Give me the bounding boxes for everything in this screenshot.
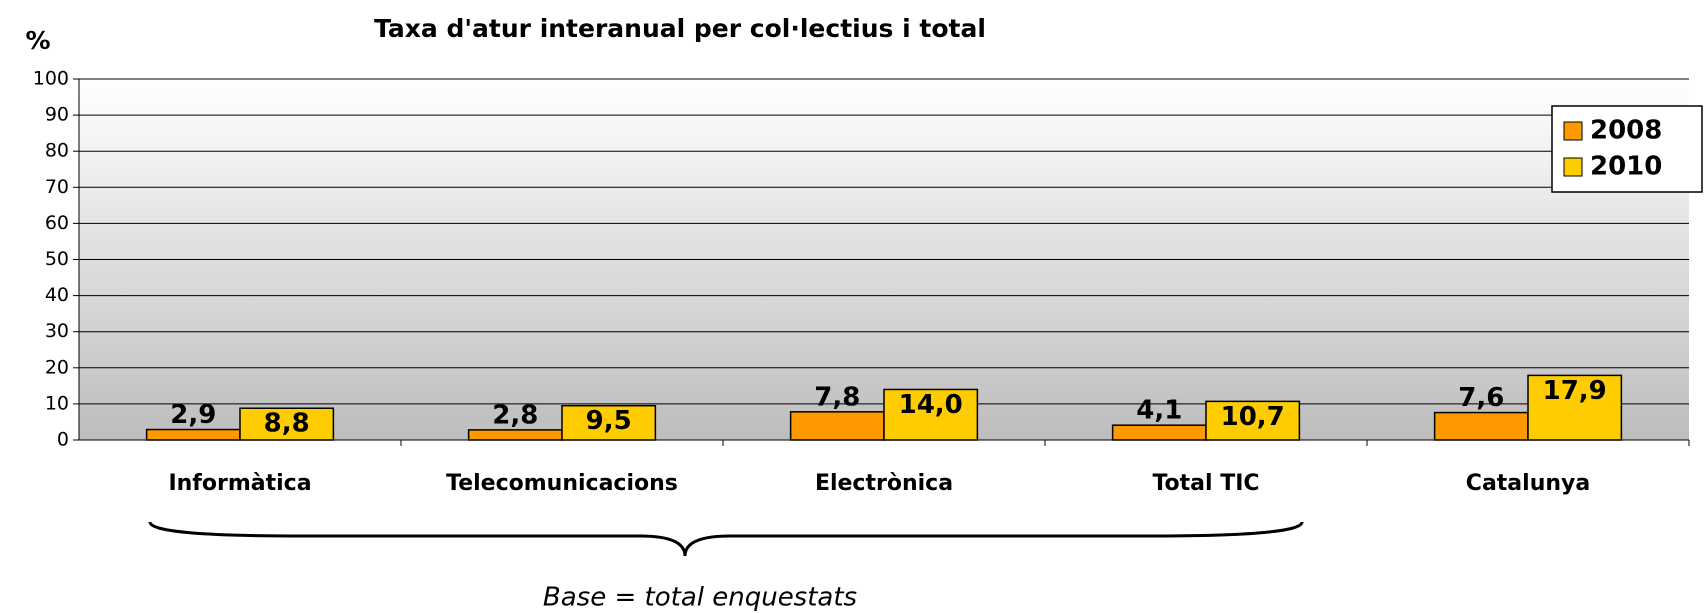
bar <box>561 404 657 441</box>
legend-box <box>1551 105 1703 193</box>
y-tick-label: 70 <box>45 176 69 198</box>
data-label: 2,9 <box>170 400 216 430</box>
data-label: 9,5 <box>586 406 632 436</box>
data-label: 14,0 <box>899 390 963 420</box>
data-label: 17,9 <box>1543 376 1607 406</box>
legend-swatch <box>1563 157 1583 177</box>
y-tick-label: 10 <box>45 392 69 414</box>
bar <box>883 388 979 441</box>
legend-label: 2010 <box>1590 152 1662 182</box>
bar <box>467 429 563 441</box>
y-tick-label: 50 <box>45 248 69 270</box>
bar <box>145 428 241 441</box>
legend-label: 2008 <box>1590 116 1662 146</box>
annotation: Base = total enquestats <box>543 583 857 613</box>
legend-swatch <box>1563 121 1583 141</box>
data-label: 8,8 <box>264 409 310 439</box>
bar <box>239 407 335 441</box>
x-tick-label: Total TIC <box>1152 471 1259 496</box>
chart-title: Taxa d'atur interanual per col·lectius i… <box>374 14 986 43</box>
y-tick-label: 80 <box>45 140 69 162</box>
data-label: 4,1 <box>1136 396 1182 426</box>
y-tick-label: 30 <box>45 320 69 342</box>
bar <box>1527 374 1623 441</box>
bar <box>1111 424 1207 441</box>
y-tick-label: 20 <box>45 356 69 378</box>
y-axis-label: % <box>25 26 50 55</box>
x-tick-label: Telecomunicacions <box>446 471 678 496</box>
data-label: 10,7 <box>1221 402 1285 432</box>
y-tick-label: 40 <box>45 284 69 306</box>
x-tick-label: Catalunya <box>1466 471 1590 496</box>
x-tick-label: Electrònica <box>815 471 953 496</box>
y-tick-label: 60 <box>45 212 69 234</box>
data-label: 7,8 <box>814 382 860 412</box>
y-tick-label: 0 <box>57 429 69 451</box>
x-tick-label: Informàtica <box>168 471 311 496</box>
bar <box>789 411 885 441</box>
brace <box>148 521 1304 557</box>
y-tick-label: 90 <box>45 104 69 126</box>
y-tick-label: 100 <box>33 68 69 90</box>
data-label: 2,8 <box>492 400 538 430</box>
bar <box>1205 400 1301 441</box>
data-label: 7,6 <box>1458 383 1504 413</box>
bar <box>1433 411 1529 441</box>
